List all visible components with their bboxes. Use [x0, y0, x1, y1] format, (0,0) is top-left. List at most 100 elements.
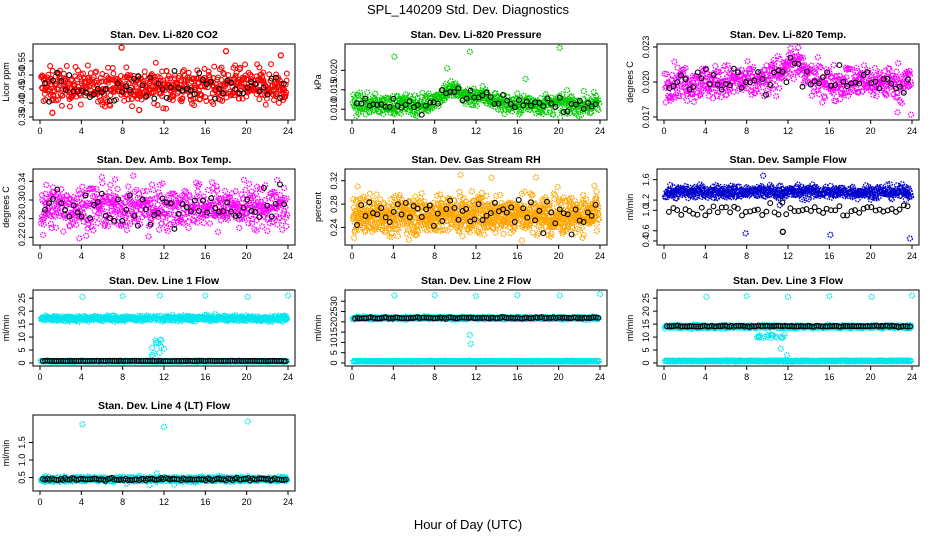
data-point	[264, 227, 271, 235]
data-point	[527, 102, 534, 109]
data-point	[248, 76, 255, 83]
series-1	[42, 67, 287, 105]
data-point	[130, 172, 137, 179]
data-point	[853, 64, 860, 72]
data-point	[843, 88, 851, 96]
points-co2	[38, 44, 290, 116]
data-point	[159, 86, 166, 93]
data-point	[179, 200, 186, 207]
data-point	[236, 90, 243, 97]
data-point	[199, 77, 206, 84]
series-1	[354, 196, 599, 238]
data-point	[770, 60, 778, 67]
x-tick-label: 20	[866, 251, 876, 261]
data-point	[697, 85, 705, 93]
data-point	[394, 232, 402, 240]
data-point	[354, 222, 360, 228]
data-point	[540, 230, 547, 237]
data-point	[85, 221, 92, 228]
data-point	[758, 88, 766, 95]
data-point	[840, 78, 847, 85]
data-point	[58, 102, 65, 109]
data-point	[488, 174, 495, 181]
data-point	[239, 212, 246, 220]
data-point	[167, 190, 174, 197]
data-point	[572, 206, 579, 213]
data-point	[58, 200, 65, 207]
data-point	[143, 93, 150, 100]
data-point	[272, 200, 279, 207]
data-point	[556, 114, 564, 120]
data-point	[466, 229, 473, 236]
data-point	[504, 97, 511, 104]
data-point	[511, 104, 518, 111]
data-point	[130, 201, 137, 208]
data-point	[793, 53, 801, 60]
data-point	[808, 207, 814, 214]
data-point	[674, 79, 681, 86]
data-point	[255, 198, 262, 205]
y-axis-label: percent	[313, 191, 323, 222]
data-point	[564, 225, 571, 233]
y-tick-label: 1.6	[641, 173, 651, 186]
data-point	[261, 197, 268, 204]
data-point	[208, 204, 215, 211]
data-point	[170, 221, 178, 229]
data-point	[443, 65, 451, 72]
data-point	[232, 200, 239, 207]
data-point	[669, 71, 676, 79]
data-point	[123, 226, 130, 234]
data-point	[194, 182, 202, 190]
data-point	[682, 183, 689, 190]
data-point	[576, 97, 583, 104]
x-tick-label: 8	[120, 126, 125, 136]
data-point	[40, 221, 47, 228]
data-point	[523, 222, 530, 229]
series-0	[37, 172, 291, 242]
data-point	[686, 207, 693, 214]
data-point	[556, 44, 563, 51]
data-point	[552, 220, 559, 227]
data-point	[500, 206, 507, 213]
data-point	[256, 214, 263, 221]
data-point	[560, 109, 567, 116]
data-point	[804, 68, 810, 75]
data-point	[204, 212, 211, 219]
data-point	[594, 201, 601, 208]
data-point	[744, 58, 751, 65]
data-point	[143, 187, 150, 195]
data-point	[870, 91, 877, 98]
data-point	[84, 62, 91, 69]
data-point	[419, 89, 426, 97]
data-point	[577, 111, 585, 119]
data-point	[87, 216, 95, 223]
data-point	[224, 199, 231, 206]
data-point	[283, 223, 290, 230]
data-point	[398, 211, 405, 218]
data-point	[767, 81, 774, 88]
data-point	[74, 88, 81, 95]
data-point	[217, 66, 223, 73]
data-point	[110, 70, 117, 77]
data-point	[280, 184, 288, 192]
data-point	[907, 190, 914, 197]
x-tick-label: 12	[783, 126, 793, 136]
data-point	[179, 95, 186, 102]
data-point	[697, 90, 704, 98]
data-point	[211, 63, 218, 70]
data-point	[439, 218, 446, 224]
data-point	[894, 109, 901, 116]
data-point	[791, 208, 798, 215]
data-point	[54, 186, 61, 193]
data-point	[196, 193, 203, 201]
data-point	[456, 228, 463, 235]
data-point	[588, 109, 595, 116]
data-point	[228, 190, 236, 197]
data-point	[71, 216, 78, 224]
data-point	[45, 200, 52, 207]
points-rh	[349, 171, 603, 244]
y-tick-label: 0.24	[329, 219, 339, 237]
data-point	[159, 195, 166, 202]
data-point	[92, 69, 99, 76]
data-point	[200, 197, 206, 204]
